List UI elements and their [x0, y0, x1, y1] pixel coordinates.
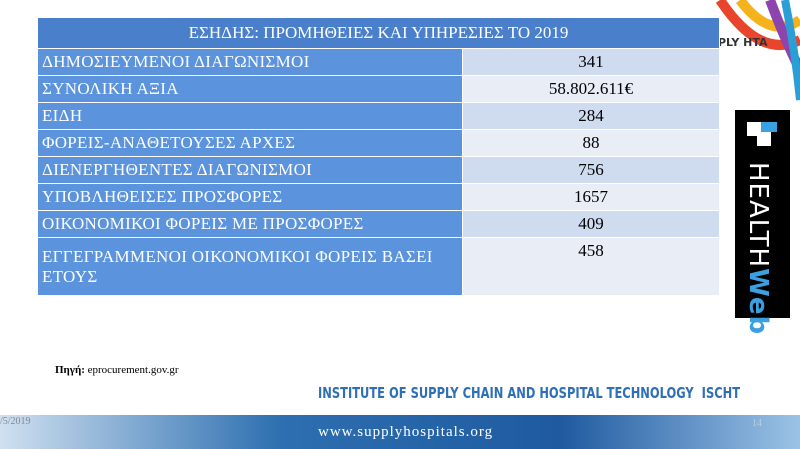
table-row: ΦΟΡΕΙΣ-ΑΝΑΘΕΤΟΥΣΕΣ ΑΡΧΕΣ 88 [37, 129, 720, 157]
table-row: ΟΙΚΟΝΟΜΙΚΟΙ ΦΟΡΕΙΣ ΜΕ ΠΡΟΣΦΟΡΕΣ 409 [37, 210, 720, 238]
institute: INSTITUTE OF SUPPLY CHAIN AND HOSPITAL T… [318, 384, 741, 402]
footer-bar [0, 415, 800, 449]
healthweb-logo: HEALTHWeb [735, 110, 790, 335]
table-row: ΥΠΟΒΛΗΘΕΙΣΕΣ ΠΡΟΣΦΟΡΕΣ 1657 [37, 183, 720, 211]
label-cell: ΔΗΜΟΣΙΕΥΜΕΝΟΙ ΔΙΑΓΩΝΙΣΜΟΙ [37, 48, 463, 76]
value-cell: 458 [462, 237, 720, 296]
url: www.supplyhospitals.org [318, 424, 494, 440]
healthweb-icon [747, 122, 777, 146]
table-row: ΕΙΔΗ 284 [37, 102, 720, 130]
page-number: 14 [752, 418, 762, 429]
value-cell: 341 [462, 48, 720, 76]
source-text: eprocurement.gov.gr [87, 364, 179, 376]
table-row: ΔΙΕΝΕΡΓΗΘΕΝΤΕΣ ΔΙΑΓΩΝΙΣΜΟΙ 756 [37, 156, 720, 184]
health-text: HEALTH [743, 162, 773, 269]
table-row: ΣΥΝΟΛΙΚΗ ΑΞΙΑ 58.802.611€ [37, 75, 720, 103]
web-text: Web [743, 268, 773, 336]
value-cell: 284 [462, 102, 720, 130]
data-table: ΕΣΗΔΗΣ: ΠΡΟΜΗΘΕΙΕΣ ΚΑΙ ΥΠΗΡΕΣΙΕΣ ΤΟ 2019… [37, 17, 720, 296]
source-label: Πηγή: [55, 364, 85, 376]
label-cell: ΣΥΝΟΛΙΚΗ ΑΞΙΑ [37, 75, 463, 103]
date: /5/2019 [0, 416, 31, 427]
label-cell: ΥΠΟΒΛΗΘΕΙΣΕΣ ΠΡΟΣΦΟΡΕΣ [37, 183, 463, 211]
label-cell: ΔΙΕΝΕΡΓΗΘΕΝΤΕΣ ΔΙΑΓΩΝΙΣΜΟΙ [37, 156, 463, 184]
value-cell: 409 [462, 210, 720, 238]
hta-text: PLY HTA [718, 36, 768, 49]
table-title: ΕΣΗΔΗΣ: ΠΡΟΜΗΘΕΙΕΣ ΚΑΙ ΥΠΗΡΕΣΙΕΣ ΤΟ 2019 [37, 17, 720, 49]
value-cell: 1657 [462, 183, 720, 211]
value-cell: 756 [462, 156, 720, 184]
table-row: ΕΓΓΕΓΡΑΜΜΕΝΟΙ ΟΙΚΟΝΟΜΙΚΟΙ ΦΟΡΕΙΣ ΒΑΣΕΙ Ε… [37, 237, 720, 296]
table-row: ΔΗΜΟΣΙΕΥΜΕΝΟΙ ΔΙΑΓΩΝΙΣΜΟΙ 341 [37, 48, 720, 76]
value-cell: 58.802.611€ [462, 75, 720, 103]
source: Πηγή: eprocurement.gov.gr [55, 364, 179, 376]
hta-swirl [715, 0, 800, 101]
label-cell: ΦΟΡΕΙΣ-ΑΝΑΘΕΤΟΥΣΕΣ ΑΡΧΕΣ [37, 129, 463, 157]
label-cell: ΕΙΔΗ [37, 102, 463, 130]
label-cell: ΕΓΓΕΓΡΑΜΜΕΝΟΙ ΟΙΚΟΝΟΜΙΚΟΙ ΦΟΡΕΙΣ ΒΑΣΕΙ Ε… [37, 237, 463, 296]
value-cell: 88 [462, 129, 720, 157]
label-cell: ΟΙΚΟΝΟΜΙΚΟΙ ΦΟΡΕΙΣ ΜΕ ΠΡΟΣΦΟΡΕΣ [37, 210, 463, 238]
